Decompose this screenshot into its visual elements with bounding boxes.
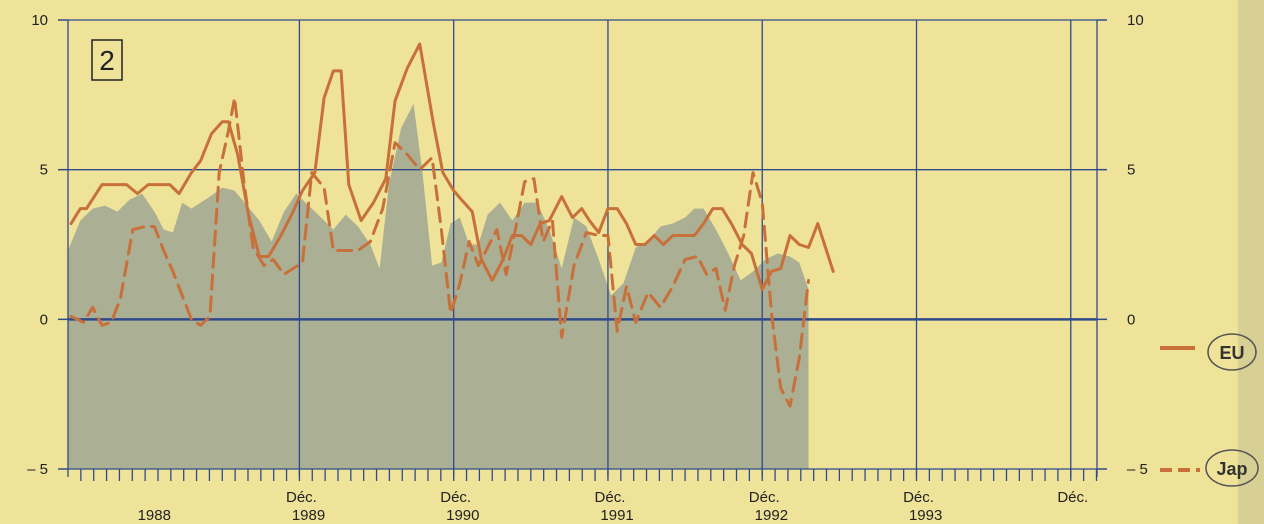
- shaded-area-layer: [68, 103, 809, 470]
- series-line-eu: [69, 42, 835, 291]
- dec-label-2: Déc.: [595, 489, 626, 506]
- year-label-0: 1988: [138, 507, 171, 524]
- legend-label-eu: EU: [1219, 343, 1244, 363]
- dec-label-4: Déc.: [903, 489, 934, 506]
- legend-item-jap: Jap: [1160, 449, 1259, 487]
- dec-label-3: Déc.: [749, 489, 780, 506]
- y-tick-label-left-3: 10: [31, 12, 48, 29]
- y-tick-label-left-0: – 5: [27, 461, 48, 478]
- legend-item-eu: EU: [1160, 333, 1257, 371]
- year-label-5: 1993: [909, 507, 942, 524]
- year-label-2: 1990: [446, 507, 479, 524]
- panel-badge: 2: [91, 39, 123, 81]
- shaded-area: [68, 103, 809, 470]
- year-label-1: 1989: [292, 507, 325, 524]
- dec-label-0: Déc.: [286, 489, 317, 506]
- series-line-jap: [69, 96, 811, 408]
- y-tick-label-left-1: 0: [40, 311, 48, 328]
- y-tick-label-left-2: 5: [40, 162, 48, 179]
- page-edge-strip: [1238, 0, 1264, 524]
- y-tick-label-right-2: 5: [1127, 162, 1135, 179]
- legend-label-jap: Jap: [1216, 459, 1247, 479]
- y-tick-label-right-0: – 5: [1127, 461, 1148, 478]
- year-label-3: 1991: [600, 507, 633, 524]
- series-lines-layer: [69, 42, 835, 408]
- dec-label-5: Déc.: [1057, 489, 1088, 506]
- panel-badge-label: 2: [99, 45, 115, 76]
- year-label-4: 1992: [755, 507, 788, 524]
- legend: EU Jap: [1160, 333, 1259, 487]
- y-tick-label-right-1: 0: [1127, 311, 1135, 328]
- dec-label-1: Déc.: [440, 489, 471, 506]
- y-tick-label-right-3: 10: [1127, 12, 1144, 29]
